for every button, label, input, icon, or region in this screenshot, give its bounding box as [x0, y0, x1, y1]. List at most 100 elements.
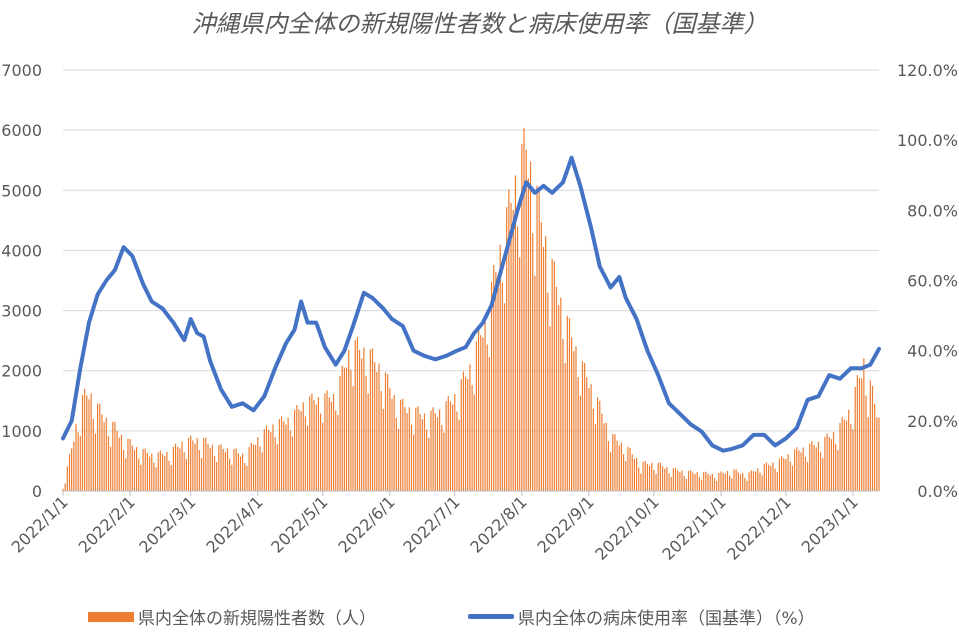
- bar: [690, 470, 692, 491]
- bar: [356, 337, 358, 491]
- bar: [674, 467, 677, 491]
- bar: [172, 446, 174, 491]
- x-tick-label: 2022/10/1: [591, 492, 662, 563]
- bar: [711, 473, 713, 491]
- bar: [452, 404, 454, 491]
- x-tick-label: 2022/12/1: [723, 492, 794, 563]
- bar: [774, 468, 776, 491]
- bar: [839, 422, 841, 491]
- bar: [549, 326, 551, 491]
- bar: [739, 474, 742, 491]
- bar: [168, 460, 170, 491]
- bar: [571, 337, 573, 491]
- bar: [382, 408, 384, 491]
- bar: [655, 473, 657, 491]
- bar: [177, 446, 179, 491]
- bar: [586, 377, 588, 491]
- bar: [469, 364, 471, 491]
- bar: [865, 395, 867, 491]
- bar: [724, 473, 726, 491]
- bar: [722, 472, 724, 491]
- bar: [798, 450, 800, 491]
- bar: [534, 275, 536, 491]
- bar: [464, 376, 467, 491]
- bar: [306, 425, 309, 491]
- bar: [770, 465, 772, 491]
- bar: [841, 416, 843, 491]
- bar: [863, 358, 865, 491]
- bar: [263, 429, 265, 491]
- bar: [112, 421, 114, 491]
- bar: [404, 407, 406, 491]
- bar: [787, 454, 789, 491]
- y-right-tick-label: 0.0%: [917, 482, 958, 501]
- bar: [529, 161, 532, 491]
- bar: [477, 329, 480, 491]
- bar: [259, 446, 261, 491]
- y-left-tick-label: 2000: [1, 362, 42, 381]
- bar: [458, 419, 460, 491]
- bar: [272, 424, 274, 491]
- bar: [796, 447, 798, 491]
- bar: [200, 457, 203, 491]
- bar: [735, 469, 737, 491]
- bar: [623, 454, 625, 491]
- bar: [229, 458, 231, 491]
- bar: [428, 437, 430, 491]
- bar: [545, 235, 547, 491]
- bar: [781, 456, 783, 491]
- bar: [441, 424, 443, 491]
- bar: [146, 453, 149, 491]
- bar-series: [62, 127, 880, 492]
- bar: [255, 444, 257, 491]
- bar: [832, 432, 835, 491]
- bar: [584, 362, 586, 491]
- bar: [384, 372, 387, 491]
- bar: [664, 468, 666, 491]
- bar: [742, 472, 744, 491]
- bar: [802, 447, 804, 491]
- bar: [343, 367, 345, 491]
- bar: [159, 450, 161, 491]
- bar: [482, 337, 484, 491]
- bar: [763, 464, 765, 491]
- bar: [703, 472, 705, 491]
- bar: [164, 456, 166, 491]
- bar: [417, 406, 419, 491]
- bar: [86, 395, 88, 491]
- bar: [352, 386, 354, 491]
- x-tick-label: 2022/1/1: [8, 492, 72, 556]
- bar: [181, 441, 183, 491]
- x-tick-label: 2022/6/1: [334, 492, 398, 556]
- bar: [843, 419, 845, 491]
- bar: [508, 189, 510, 491]
- bar: [239, 456, 242, 491]
- bed-usage-line: [61, 155, 881, 453]
- bar: [542, 246, 545, 491]
- bar: [133, 450, 136, 491]
- bar: [127, 438, 129, 491]
- bar: [103, 422, 105, 491]
- bar: [75, 423, 77, 491]
- bar: [785, 459, 787, 491]
- bar: [99, 403, 101, 491]
- bar: [328, 397, 330, 491]
- bar: [579, 395, 581, 491]
- bar: [495, 272, 497, 491]
- bar: [627, 446, 629, 491]
- bar: [426, 429, 428, 491]
- bar: [361, 358, 363, 491]
- bar: [68, 454, 71, 491]
- bar: [577, 377, 579, 491]
- bar: [475, 341, 478, 491]
- bar: [319, 413, 322, 491]
- bar: [358, 349, 361, 491]
- bar: [824, 436, 826, 491]
- bar: [445, 401, 447, 491]
- bar: [527, 178, 529, 491]
- bar: [92, 418, 94, 491]
- bar: [562, 338, 564, 491]
- bar: [205, 437, 207, 491]
- bar: [203, 438, 205, 491]
- bar: [519, 257, 521, 491]
